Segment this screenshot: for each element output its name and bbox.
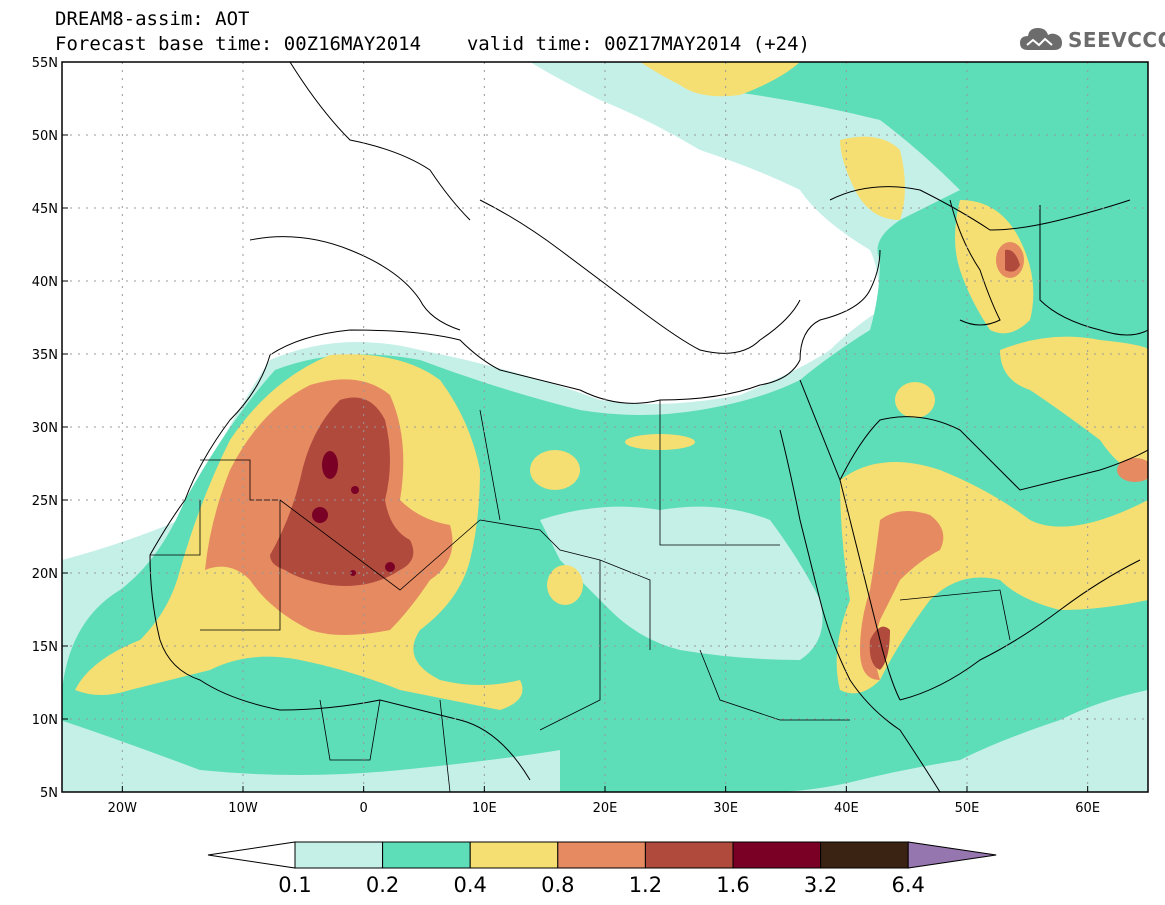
lat-tick-label: 30N	[32, 421, 58, 436]
seevccc-logo: SEEVCCC	[1018, 24, 1165, 54]
map-subtitle: Forecast base time: 00Z16MAY2014 valid t…	[55, 33, 810, 55]
lat-tick-label: 50N	[32, 129, 58, 144]
colorbar-label: 1.6	[716, 873, 749, 897]
valid-time-label: valid time: 00Z17MAY2014 (+24)	[466, 33, 810, 55]
lon-tick-label: 50E	[955, 801, 980, 816]
colorbar-swatch	[644, 841, 734, 869]
contour-0.8-arabia	[860, 511, 944, 680]
colorbar-label: 0.4	[453, 873, 486, 897]
colorbar-label: 6.4	[891, 873, 924, 897]
lat-tick-label: 25N	[32, 494, 58, 509]
contour-1.2-west	[270, 397, 414, 586]
colorbar-label: 0.1	[278, 873, 311, 897]
lon-tick-label: 40E	[834, 801, 859, 816]
colorbar: 0.1 0.2 0.4 0.8 1.2 1.6 3.2 6.4	[207, 841, 997, 897]
lat-tick-label: 20N	[32, 567, 58, 582]
lat-tick-label: 55N	[32, 56, 58, 71]
colorbar-label: 3.2	[804, 873, 837, 897]
contour-0.4-iran	[955, 200, 1034, 334]
lat-tick-label: 10N	[32, 713, 58, 728]
colorbar-swatch	[820, 841, 909, 869]
lon-tick-label: 60E	[1075, 801, 1100, 816]
colorbar-label: 1.2	[629, 873, 662, 897]
lon-tick-label: 10E	[472, 801, 497, 816]
colorbar-over-arrow	[907, 841, 997, 869]
logo-text: SEEVCCC	[1068, 28, 1165, 52]
lat-tick-label: 15N	[32, 640, 58, 655]
base-time-label: Forecast base time: 00Z16MAY2014	[55, 33, 422, 55]
colorbar-label: 0.2	[366, 873, 399, 897]
colorbar-swatch	[557, 841, 646, 869]
lon-tick-label: 0	[360, 801, 368, 816]
lon-tick-label: 20W	[108, 801, 138, 816]
colorbar-label: 0.8	[541, 873, 574, 897]
lon-tick-label: 30E	[713, 801, 738, 816]
axis-ticks: 20W 10W 0 10E 20E 30E 40E 50E 60E 5N 10N 15N 20N 25N 3…	[32, 56, 1100, 816]
coastlines	[149, 62, 1148, 792]
map-title: DREAM8-assim: AOT	[55, 8, 250, 30]
cloud-icon	[1020, 28, 1062, 50]
lon-tick-label: 10W	[228, 801, 258, 816]
lon-tick-label: 20E	[593, 801, 618, 816]
lat-tick-label: 5N	[40, 786, 58, 801]
lat-tick-label: 45N	[32, 202, 58, 217]
lat-tick-label: 40N	[32, 275, 58, 290]
colorbar-swatch	[382, 841, 471, 869]
colorbar-under-arrow	[207, 841, 296, 869]
lat-tick-label: 35N	[32, 348, 58, 363]
colorbar-swatch	[732, 841, 822, 869]
colorbar-swatch	[294, 841, 384, 869]
borders	[150, 400, 1011, 792]
colorbar-swatch	[469, 841, 559, 869]
